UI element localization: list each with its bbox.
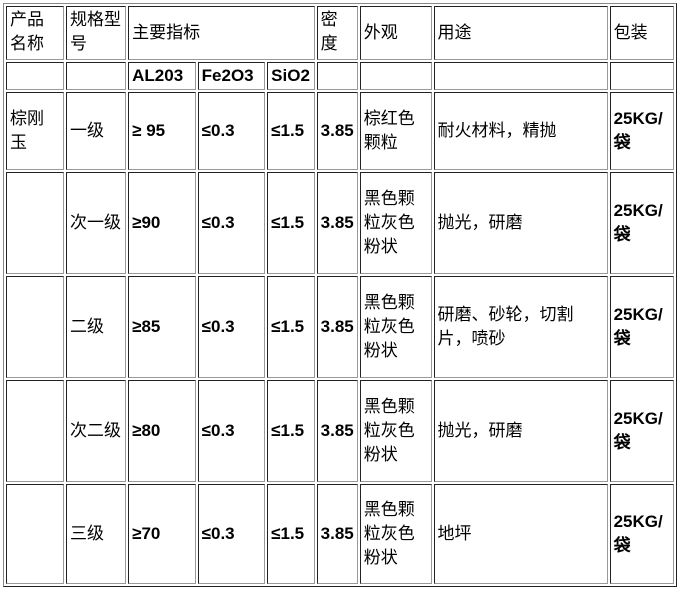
header-usage: 用途 [433, 6, 608, 60]
appearance-cell: 棕红色颗粒 [359, 92, 432, 170]
density-cell: 3.85 [316, 484, 358, 584]
product-name-cell [6, 484, 65, 584]
fe-cell: ≤0.3 [197, 172, 266, 274]
table-row: 次二级 ≥80 ≤0.3 ≤1.5 3.85 黑色颗粒灰色粉状 抛光，研磨 25KG/袋 [6, 380, 674, 482]
header-appearance: 外观 [359, 6, 432, 60]
al-cell: ≥70 [128, 484, 196, 584]
grade-cell: 二级 [66, 276, 127, 378]
packing-cell: 25KG/袋 [609, 172, 674, 274]
empty-cell [316, 62, 358, 90]
al-cell: ≥80 [128, 380, 196, 482]
si-cell: ≤1.5 [267, 484, 315, 584]
appearance-cell: 黑色颗粒灰色粉状 [359, 484, 432, 584]
table-row: 棕刚玉 一级 ≥ 95 ≤0.3 ≤1.5 3.85 棕红色颗粒 耐火材料，精抛 25KG/袋 [6, 92, 674, 170]
usage-cell: 地坪 [433, 484, 608, 584]
header-spec: 规格型号 [66, 6, 127, 60]
grade-cell: 次二级 [66, 380, 127, 482]
density-cell: 3.85 [316, 380, 358, 482]
al-cell: ≥ 95 [128, 92, 196, 170]
product-name-cell: 棕刚玉 [6, 92, 65, 170]
grade-cell: 三级 [66, 484, 127, 584]
si-cell: ≤1.5 [267, 92, 315, 170]
header-fe2o3: Fe2O3 [197, 62, 266, 90]
si-cell: ≤1.5 [267, 380, 315, 482]
header-al2o3: AL203 [128, 62, 196, 90]
usage-cell: 耐火材料，精抛 [433, 92, 608, 170]
packing-cell: 25KG/袋 [609, 276, 674, 378]
packing-cell: 25KG/袋 [609, 484, 674, 584]
usage-cell: 抛光，研磨 [433, 172, 608, 274]
empty-cell [433, 62, 608, 90]
grade-cell: 一级 [66, 92, 127, 170]
table-row: 二级 ≥85 ≤0.3 ≤1.5 3.85 黑色颗粒灰色粉状 研磨、砂轮，切割片，喷砂 25K… [6, 276, 674, 378]
appearance-cell: 黑色颗粒灰色粉状 [359, 380, 432, 482]
product-name-cell [6, 172, 65, 274]
product-name-cell [6, 380, 65, 482]
fe-cell: ≤0.3 [197, 276, 266, 378]
density-cell: 3.85 [316, 172, 358, 274]
product-spec-table: 产品名称 规格型号 主要指标 密度 外观 用途 包装 AL203 Fe2O3 S… [3, 3, 677, 587]
fe-cell: ≤0.3 [197, 484, 266, 584]
usage-cell: 抛光，研磨 [433, 380, 608, 482]
header-product-name: 产品名称 [6, 6, 65, 60]
table-row: 三级 ≥70 ≤0.3 ≤1.5 3.85 黑色颗粒灰色粉状 地坪 25KG/袋 [6, 484, 674, 584]
product-name-cell [6, 276, 65, 378]
usage-cell: 研磨、砂轮，切割片，喷砂 [433, 276, 608, 378]
al-cell: ≥90 [128, 172, 196, 274]
density-cell: 3.85 [316, 92, 358, 170]
fe-cell: ≤0.3 [197, 92, 266, 170]
empty-cell [609, 62, 674, 90]
empty-cell [66, 62, 127, 90]
appearance-cell: 黑色颗粒灰色粉状 [359, 172, 432, 274]
header-sio2: SiO2 [267, 62, 315, 90]
header-row: 产品名称 规格型号 主要指标 密度 外观 用途 包装 [6, 6, 674, 60]
subheader-row: AL203 Fe2O3 SiO2 [6, 62, 674, 90]
packing-cell: 25KG/袋 [609, 92, 674, 170]
density-cell: 3.85 [316, 276, 358, 378]
al-cell: ≥85 [128, 276, 196, 378]
header-indicators: 主要指标 [128, 6, 315, 60]
header-packing: 包装 [609, 6, 674, 60]
header-density: 密度 [316, 6, 358, 60]
packing-cell: 25KG/袋 [609, 380, 674, 482]
grade-cell: 次一级 [66, 172, 127, 274]
fe-cell: ≤0.3 [197, 380, 266, 482]
table-row: 次一级 ≥90 ≤0.3 ≤1.5 3.85 黑色颗粒灰色粉状 抛光，研磨 25KG/袋 [6, 172, 674, 274]
empty-cell [359, 62, 432, 90]
appearance-cell: 黑色颗粒灰色粉状 [359, 276, 432, 378]
empty-cell [6, 62, 65, 90]
si-cell: ≤1.5 [267, 276, 315, 378]
si-cell: ≤1.5 [267, 172, 315, 274]
